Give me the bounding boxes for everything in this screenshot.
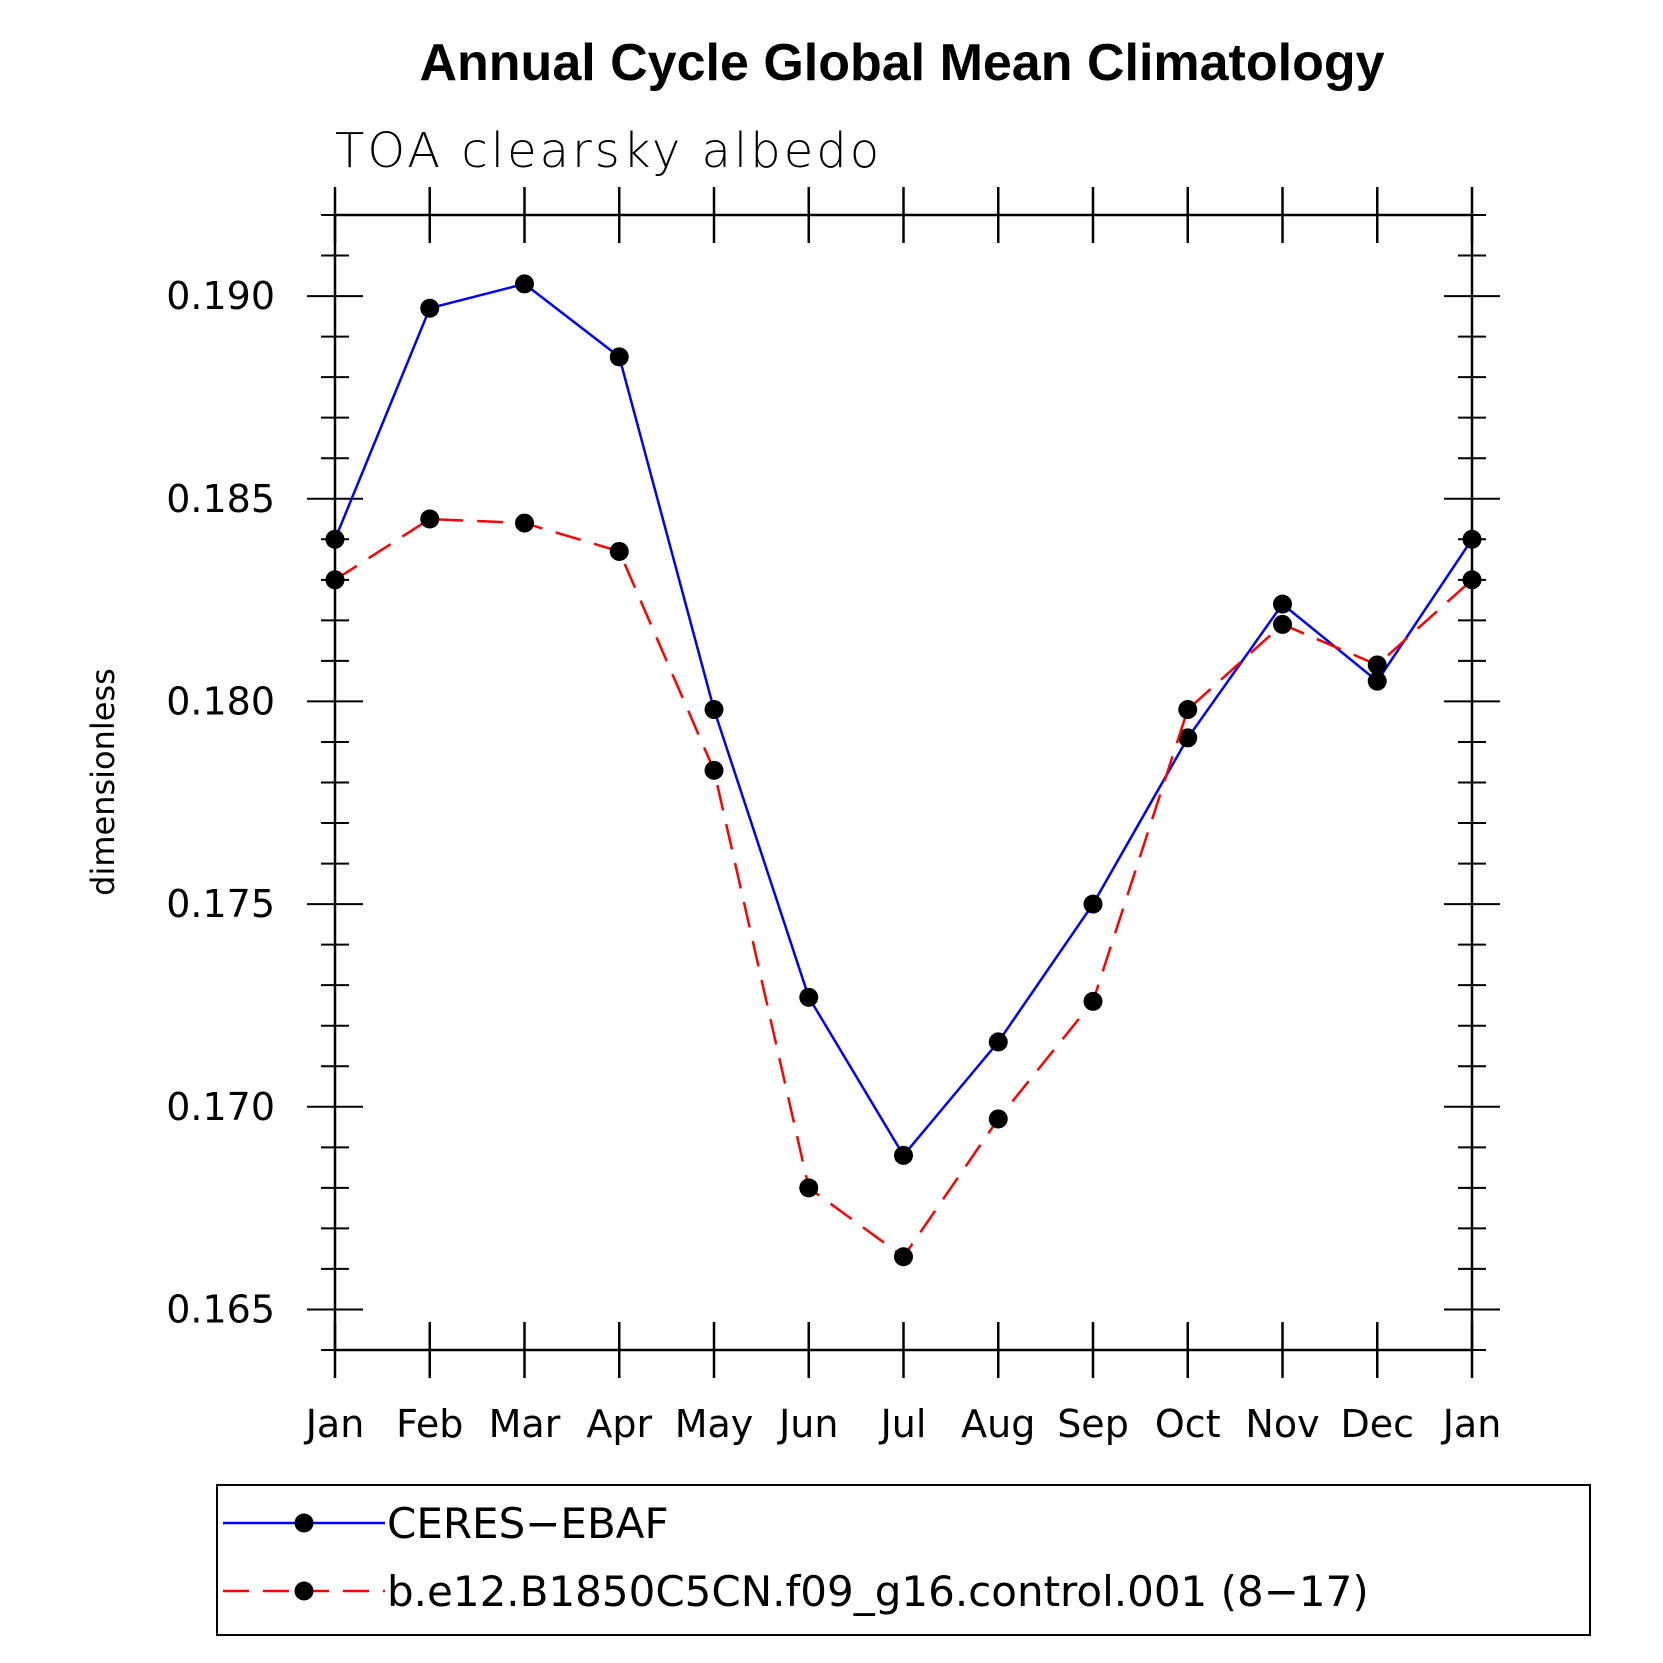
data-point	[325, 570, 345, 590]
data-point	[1178, 728, 1198, 748]
legend-label: CERES−EBAF	[387, 1499, 669, 1548]
data-point	[1083, 991, 1103, 1011]
legend-marker	[294, 1581, 314, 1601]
series-1	[325, 274, 1482, 1165]
legend-item: CERES−EBAF	[223, 1499, 669, 1548]
data-point	[325, 529, 345, 549]
legend-box	[216, 1484, 1591, 1636]
data-point	[799, 1178, 819, 1198]
x-tick-label: Feb	[396, 1402, 463, 1446]
x-tick-label: Oct	[1155, 1402, 1221, 1446]
series-line	[333, 282, 1474, 1158]
y-tick-label: 0.180	[166, 679, 275, 723]
x-tick-label: Mar	[489, 1402, 561, 1446]
data-point	[988, 1032, 1008, 1052]
data-point	[1462, 570, 1482, 590]
data-point	[420, 509, 440, 529]
data-point	[704, 700, 724, 720]
legend: CERES−EBAF b.e12.B1850C5CN.f09_g16.contro…	[216, 1484, 1591, 1636]
data-point	[894, 1247, 913, 1267]
x-tick-label: Sep	[1057, 1402, 1129, 1446]
y-tick-label: 0.165	[166, 1287, 275, 1331]
chart-subtitle: TOA clearsky albedo	[335, 123, 882, 179]
data-point	[1178, 700, 1198, 720]
data-point	[894, 1145, 913, 1165]
data-point	[1273, 614, 1292, 634]
data-point	[515, 513, 534, 533]
x-tick-label: Nov	[1245, 1402, 1319, 1446]
data-point	[704, 760, 724, 780]
y-axis-label: dimensionless	[84, 668, 122, 896]
data-point	[609, 541, 629, 561]
plot-frame	[333, 213, 1474, 1352]
legend-item: b.e12.B1850C5CN.f09_g16.control.001 (8−1…	[223, 1567, 1369, 1616]
x-tick-label: Jun	[777, 1402, 838, 1446]
data-point	[799, 987, 819, 1007]
x-tick-label: Jan	[304, 1402, 365, 1446]
x-ticks: Jan Feb Mar Apr May Jun Jul Aug Sep Oct Nov Dec Jan	[304, 187, 1502, 1446]
data-point	[1367, 671, 1387, 691]
chart-title: Annual Cycle Global Mean Climatology	[419, 34, 1384, 92]
x-tick-label: Dec	[1340, 1402, 1414, 1446]
x-tick-label: Apr	[586, 1402, 652, 1446]
data-point	[515, 274, 534, 294]
data-point	[1462, 529, 1482, 549]
y-tick-label: 0.185	[166, 477, 275, 521]
y-tick-label: 0.175	[166, 882, 275, 926]
legend-marker	[294, 1513, 314, 1533]
x-tick-label: May	[675, 1402, 754, 1446]
plot-area: Jan Feb Mar Apr May Jun Jul Aug Sep Oct Nov Dec Jan 0…	[166, 187, 1501, 1446]
x-tick-label: Jul	[879, 1402, 927, 1446]
x-tick-label: Aug	[961, 1402, 1035, 1446]
data-point	[1083, 894, 1103, 914]
data-point	[420, 298, 440, 318]
data-point	[988, 1109, 1008, 1129]
data-point	[609, 347, 629, 367]
y-tick-label: 0.170	[166, 1085, 275, 1129]
data-point	[1367, 655, 1387, 675]
y-tick-label: 0.190	[166, 274, 275, 318]
legend-label: b.e12.B1850C5CN.f09_g16.control.001 (8−1…	[387, 1567, 1369, 1616]
x-tick-label: Jan	[1441, 1402, 1502, 1446]
data-point	[1273, 594, 1292, 614]
y-ticks: 0.165 0.170 0.175 0.180 0.185 0.190	[166, 214, 1500, 1351]
series-2	[325, 509, 1482, 1267]
